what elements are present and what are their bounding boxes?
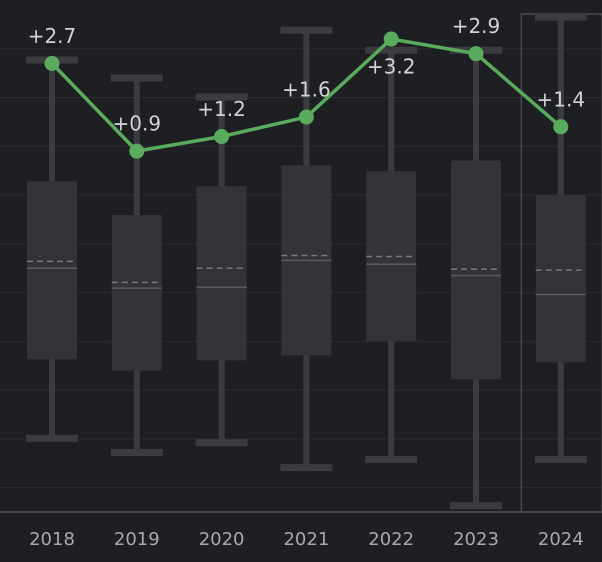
data-label: +1.4 bbox=[537, 87, 586, 111]
x-tick-label: 2022 bbox=[368, 529, 414, 550]
series-point bbox=[129, 143, 145, 159]
series-point bbox=[553, 119, 569, 135]
box bbox=[27, 181, 77, 360]
box bbox=[196, 186, 247, 361]
box bbox=[535, 195, 586, 363]
data-label: +1.6 bbox=[282, 78, 331, 102]
x-tick-label: 2019 bbox=[114, 529, 160, 550]
data-label: +0.9 bbox=[113, 112, 162, 136]
data-label: +2.7 bbox=[28, 24, 77, 48]
x-tick-label: 2021 bbox=[283, 529, 329, 550]
x-tick-label: 2018 bbox=[29, 529, 75, 550]
data-label: +1.2 bbox=[197, 97, 246, 121]
data-label: +3.2 bbox=[367, 55, 416, 79]
data-label: +2.9 bbox=[452, 14, 501, 38]
series-point bbox=[383, 31, 399, 47]
series-point bbox=[468, 46, 484, 62]
x-tick-label: 2020 bbox=[199, 529, 245, 550]
x-tick-label: 2023 bbox=[453, 529, 499, 550]
series-point bbox=[214, 129, 230, 145]
series-point bbox=[44, 55, 60, 71]
box bbox=[111, 215, 162, 371]
series-point bbox=[298, 109, 314, 125]
x-tick-label: 2024 bbox=[538, 529, 584, 550]
